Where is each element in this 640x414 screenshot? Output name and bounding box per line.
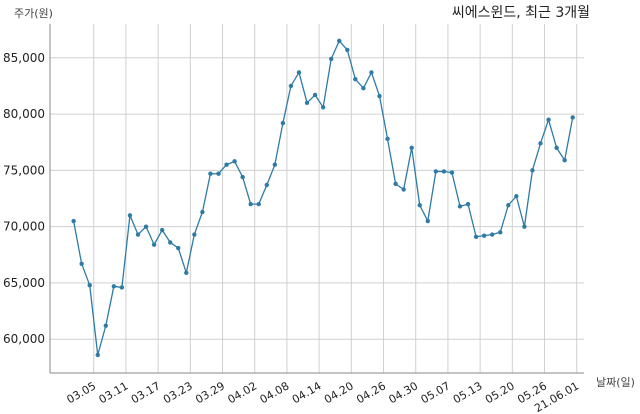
data-point — [417, 203, 422, 208]
data-point — [79, 261, 84, 266]
x-tick-label: 03.29 — [193, 379, 227, 406]
x-tick-label: 04.08 — [258, 379, 292, 406]
y-tick-label: 60,000 — [3, 332, 45, 346]
data-point — [176, 245, 181, 251]
data-point — [216, 171, 221, 176]
data-point — [369, 70, 374, 75]
data-point — [481, 233, 487, 238]
data-point — [135, 232, 141, 237]
data-point — [449, 170, 455, 175]
data-point — [103, 323, 109, 328]
data-point — [498, 230, 503, 235]
x-tick-label: 04.02 — [225, 379, 259, 406]
data-point — [554, 145, 559, 151]
data-point — [95, 352, 100, 358]
x-tick-label: 04.26 — [354, 379, 388, 406]
data-point — [232, 159, 237, 164]
data-point — [538, 141, 543, 146]
data-point — [353, 76, 358, 82]
data-point — [514, 194, 519, 199]
x-tick-label: 05.13 — [451, 379, 485, 406]
data-points — [71, 38, 575, 358]
data-point — [312, 92, 318, 98]
data-point — [151, 242, 157, 247]
data-point — [272, 162, 278, 167]
data-point — [192, 232, 197, 237]
data-point — [240, 174, 245, 180]
y-tick-label: 80,000 — [3, 107, 45, 121]
data-point — [329, 56, 334, 62]
x-tick-label: 03.17 — [129, 379, 163, 406]
series-line — [72, 40, 574, 356]
data-point — [288, 83, 294, 89]
data-point — [143, 224, 149, 229]
series-line-layer — [72, 40, 574, 356]
x-tick-label: 03.05 — [64, 379, 98, 406]
data-point — [441, 169, 447, 174]
x-tick-label: 03.23 — [161, 379, 195, 406]
data-point — [264, 182, 269, 188]
x-tick-label: 05.20 — [483, 379, 517, 406]
data-point — [87, 282, 92, 288]
data-point — [562, 158, 567, 163]
data-point — [546, 117, 551, 122]
data-point — [522, 224, 527, 229]
data-point — [71, 218, 76, 224]
data-point — [361, 85, 366, 91]
data-point — [280, 120, 286, 126]
x-tick-labels: 03.0503.1103.1703.2303.2904.0204.0804.14… — [64, 379, 581, 414]
data-point — [570, 115, 575, 120]
data-point — [393, 181, 398, 187]
y-tick-label: 75,000 — [3, 163, 45, 177]
data-point — [168, 240, 173, 245]
data-point — [111, 284, 117, 289]
data-point — [377, 93, 382, 99]
data-point — [506, 203, 511, 208]
data-point — [385, 136, 390, 142]
x-tick-label: 03.11 — [97, 379, 131, 406]
data-point — [457, 204, 463, 209]
data-point — [530, 168, 535, 173]
data-point — [465, 201, 471, 207]
data-point — [425, 218, 430, 224]
y-tick-label: 85,000 — [3, 51, 45, 65]
y-tick-label: 65,000 — [3, 276, 45, 290]
data-point — [200, 209, 205, 215]
data-point — [401, 187, 406, 192]
data-point — [490, 232, 495, 237]
data-point — [473, 234, 479, 239]
data-point — [345, 47, 350, 53]
chart-title: 씨에스윈드, 최근 3개월 — [452, 5, 590, 21]
y-tick-label: 70,000 — [3, 220, 45, 234]
data-point — [119, 285, 125, 290]
data-point — [296, 70, 302, 75]
y-tick-labels: 60,000 65,000 70,000 75,000 80,000 85,000 — [3, 51, 45, 346]
data-point — [433, 169, 439, 174]
data-point — [248, 201, 253, 207]
data-point — [304, 100, 310, 106]
data-point — [224, 162, 229, 167]
data-point — [320, 105, 326, 110]
x-tick-label: 04.14 — [290, 379, 324, 406]
x-tick-label: 05.07 — [419, 379, 453, 406]
grid — [50, 24, 584, 373]
x-axis-label: 날짜(일) — [596, 375, 635, 389]
x-tick-label: 04.20 — [322, 379, 356, 406]
data-point — [127, 213, 133, 218]
axes — [49, 24, 584, 374]
data-point — [337, 38, 342, 44]
data-point — [208, 171, 213, 176]
data-point — [184, 270, 189, 276]
x-tick-label: 04.30 — [386, 379, 420, 406]
data-point — [409, 145, 414, 151]
data-point — [159, 227, 165, 233]
data-point — [256, 201, 261, 207]
y-axis-label: 주가(원) — [14, 7, 53, 20]
